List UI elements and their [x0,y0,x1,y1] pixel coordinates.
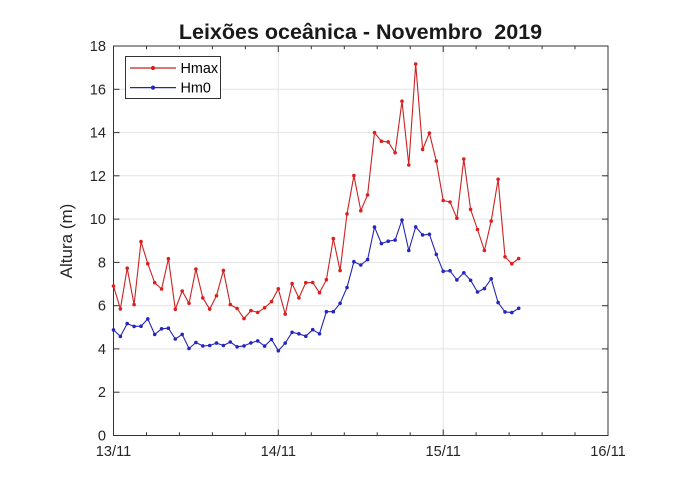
svg-text:6: 6 [98,299,106,315]
svg-text:0: 0 [98,429,106,445]
svg-text:8: 8 [98,255,106,271]
svg-text:15/11: 15/11 [425,444,460,460]
svg-text:12: 12 [90,169,106,185]
svg-text:18: 18 [90,39,106,55]
svg-text:14/11: 14/11 [261,444,296,460]
svg-text:14: 14 [90,126,106,142]
svg-text:16/11: 16/11 [590,444,625,460]
svg-text:16: 16 [90,82,106,98]
svg-text:13/11: 13/11 [96,444,131,460]
svg-text:Hmax: Hmax [181,61,219,77]
svg-text:2: 2 [98,385,106,401]
svg-text:Hm0: Hm0 [181,81,211,97]
svg-text:4: 4 [98,342,106,358]
svg-text:Leixões oceânica - Novembro 2: Leixões oceânica - Novembro 2019 [179,20,542,44]
svg-text:Altura (m): Altura (m) [57,204,76,279]
svg-text:10: 10 [90,212,106,228]
